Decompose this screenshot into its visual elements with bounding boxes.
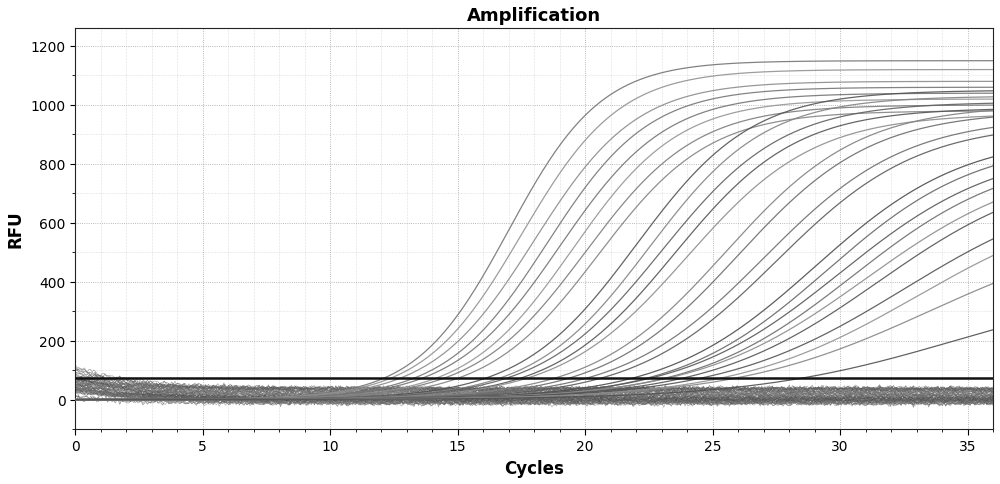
- Y-axis label: RFU: RFU: [7, 211, 25, 248]
- X-axis label: Cycles: Cycles: [504, 459, 564, 477]
- Title: Amplification: Amplification: [467, 7, 601, 25]
